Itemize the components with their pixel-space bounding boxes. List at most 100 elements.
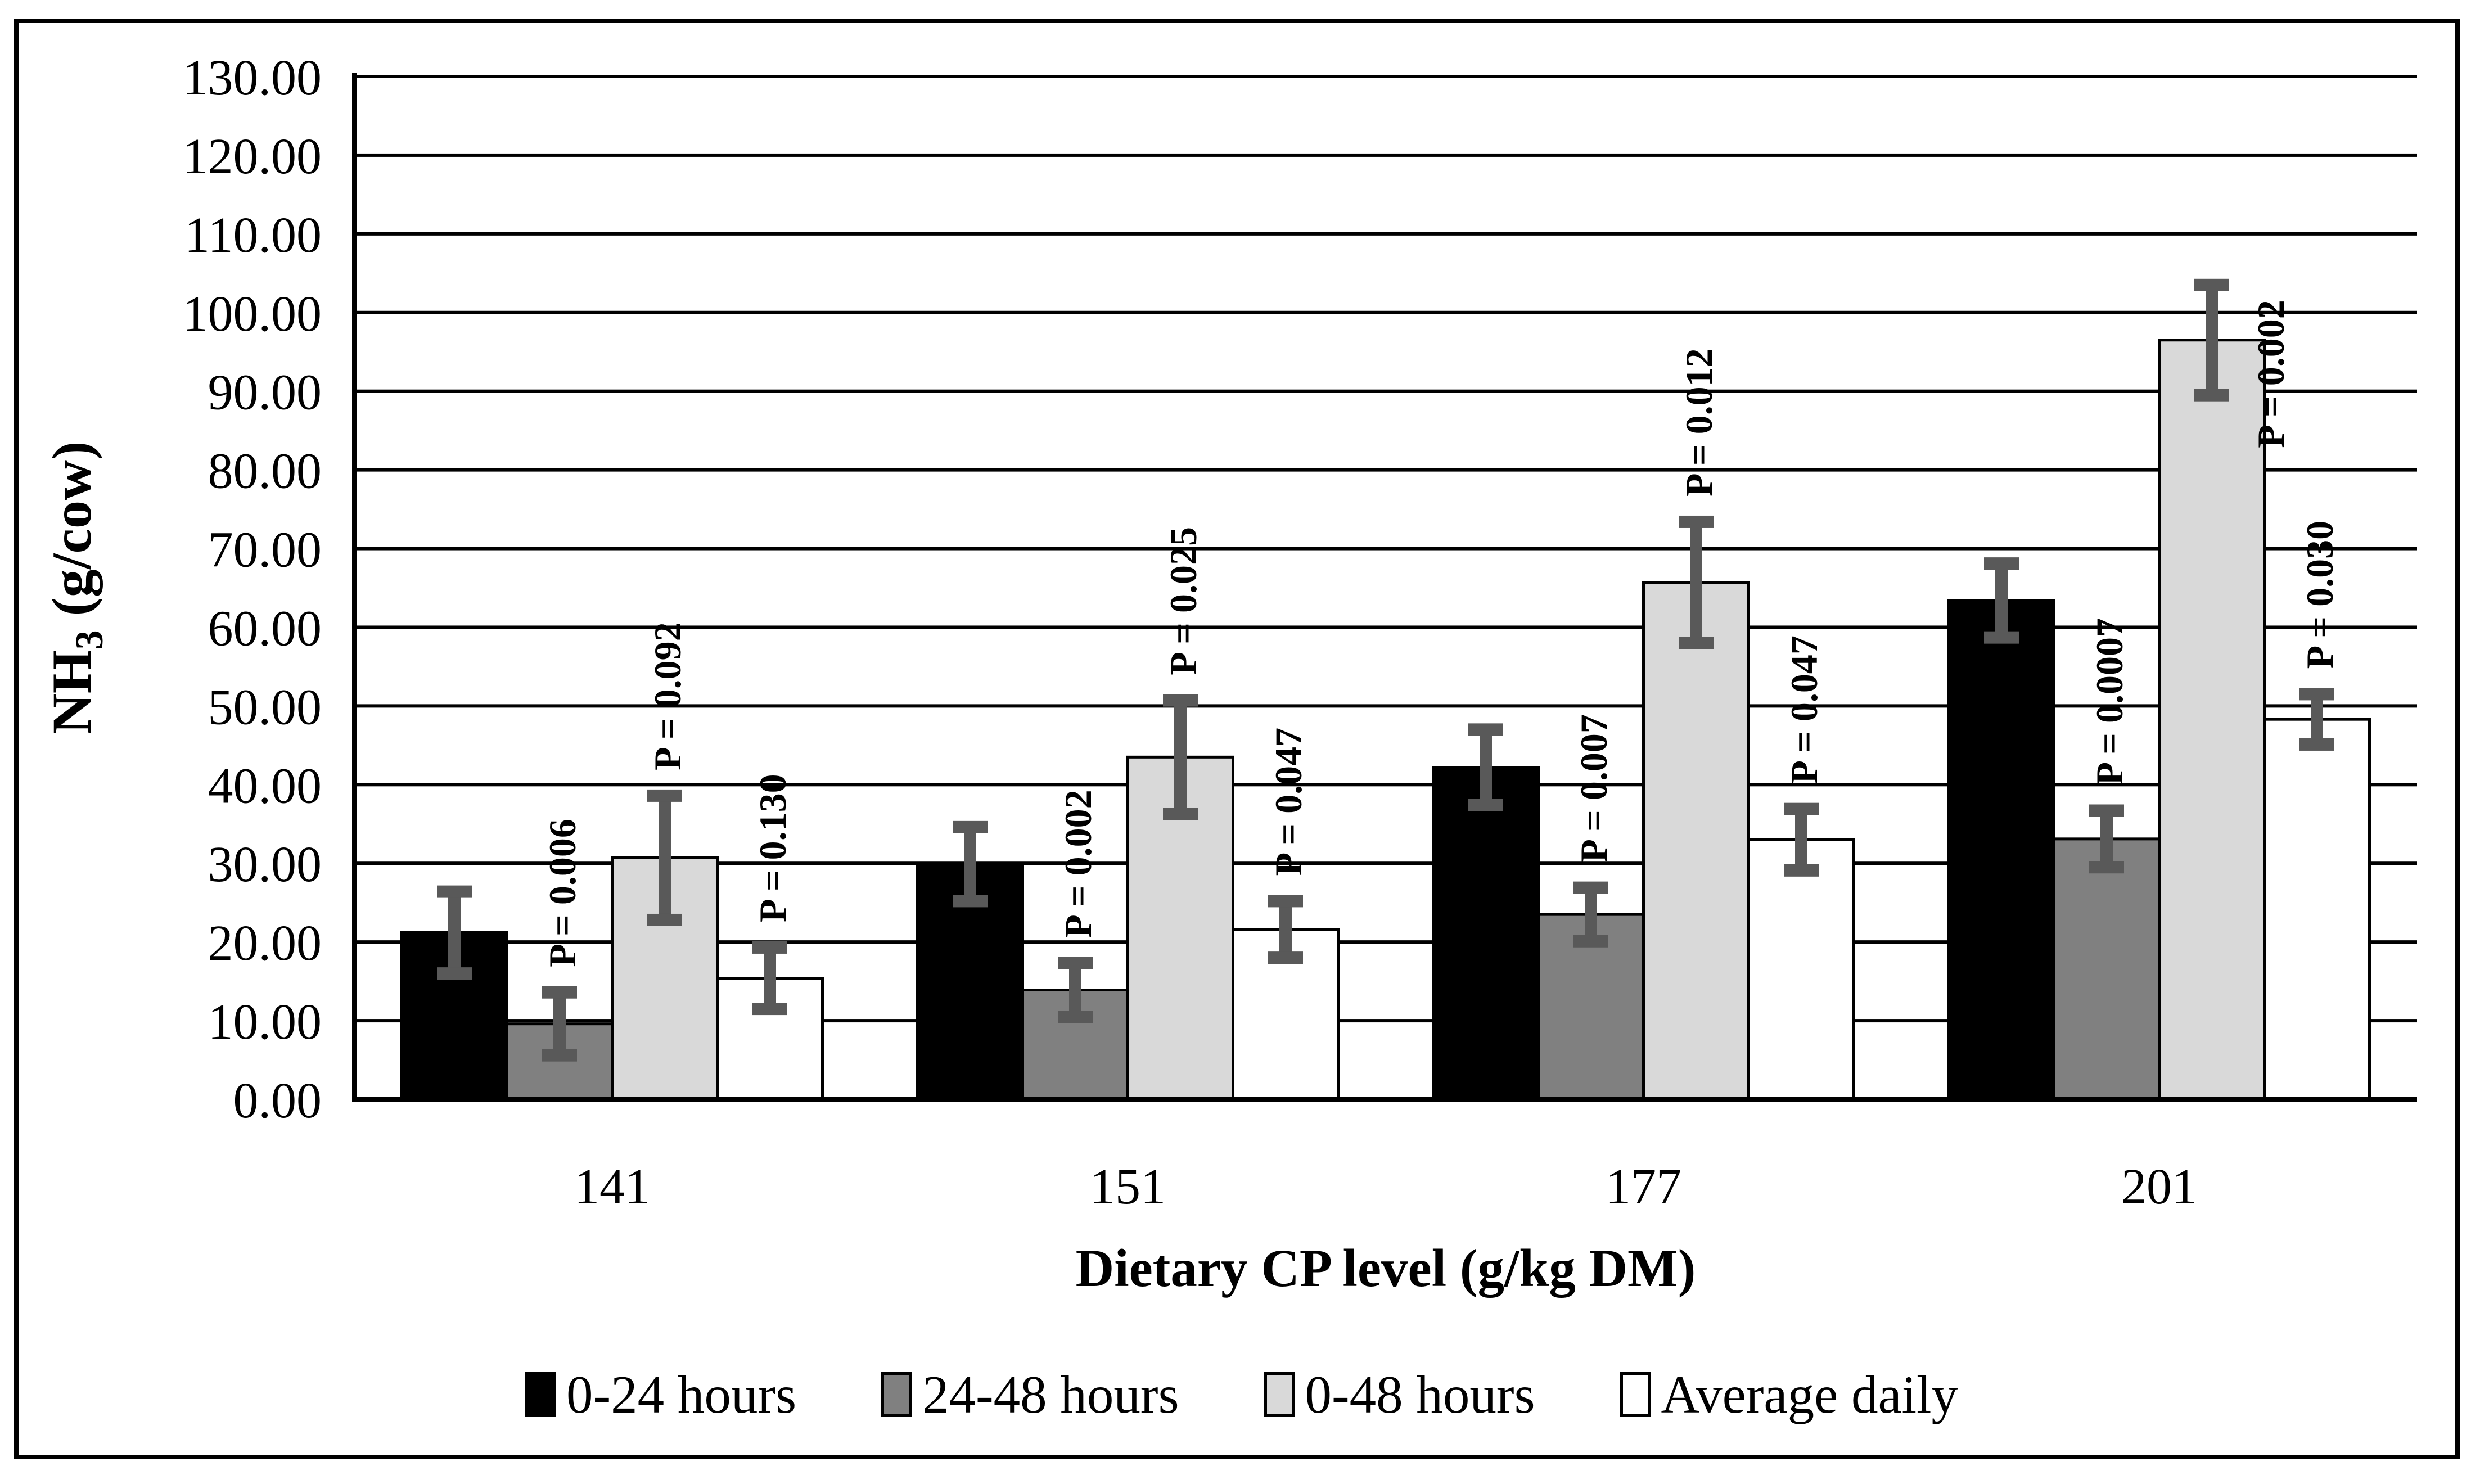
- error-cap-top-177-3: [1784, 802, 1819, 815]
- y-axis-title-pre: NH: [40, 649, 103, 734]
- p-value-label-151-2: P = 0.025: [1162, 527, 1205, 675]
- error-cap-bottom-151-3: [1268, 951, 1303, 964]
- y-tick-label-70.00: 70.00: [208, 522, 322, 578]
- error-cap-top-201-1: [2089, 804, 2124, 817]
- p-value-label-201-1: P = 0.0007: [2088, 618, 2131, 786]
- y-tick-label-50.00: 50.00: [208, 679, 322, 735]
- error-cap-top-201-3: [2299, 688, 2334, 701]
- y-tick-label-80.00: 80.00: [208, 444, 322, 499]
- gridline-80: [354, 468, 2417, 472]
- p-value-label-151-1: P = 0.002: [1057, 790, 1099, 938]
- y-axis-title: NH3 (g/cow): [39, 441, 112, 734]
- bar-average-daily-201: [2263, 718, 2371, 1101]
- error-bar-177-3: [1795, 809, 1807, 870]
- legend-item-average-daily: Average daily: [1619, 1364, 1958, 1426]
- error-cap-bottom-201-2: [2194, 389, 2229, 402]
- gridline-20: [354, 940, 2417, 944]
- gridline-10: [354, 1019, 2417, 1023]
- y-axis-title-sub: 3: [68, 630, 111, 650]
- y-tick-label-10.00: 10.00: [208, 994, 322, 1050]
- error-bar-201-0: [1995, 563, 2008, 638]
- gridline-70: [354, 547, 2417, 551]
- error-cap-bottom-151-0: [953, 895, 988, 908]
- y-axis-line: [352, 73, 357, 1102]
- error-cap-bottom-201-1: [2089, 861, 2124, 874]
- gridline-130: [354, 75, 2417, 78]
- y-tick-label-40.00: 40.00: [208, 758, 322, 814]
- error-cap-top-141-0: [437, 885, 472, 898]
- error-bar-177-2: [1690, 521, 1702, 643]
- error-cap-top-151-1: [1058, 957, 1093, 969]
- p-value-label-141-2: P = 0.092: [646, 622, 689, 770]
- error-cap-top-141-2: [647, 789, 682, 802]
- error-cap-top-201-2: [2194, 278, 2229, 291]
- y-tick-label-110.00: 110.00: [184, 208, 322, 263]
- gridline-100: [354, 310, 2417, 314]
- error-cap-top-177-2: [1679, 515, 1714, 528]
- gridline-90: [354, 389, 2417, 393]
- p-value-label-151-3: P = 0.047: [1267, 728, 1310, 876]
- error-bar-151-0: [964, 827, 976, 901]
- error-cap-bottom-201-0: [1984, 631, 2019, 644]
- y-tick-label-130.00: 130.00: [183, 50, 322, 106]
- x-axis-title: Dietary CP level (g/kg DM): [1075, 1238, 1696, 1298]
- p-value-label-177-1: P = 0.007: [1572, 714, 1615, 863]
- bar-0-24-hours-201: [1947, 599, 2055, 1101]
- error-bar-177-0: [1480, 729, 1492, 805]
- legend-item-0-48-hours: 0-48 hours: [1263, 1364, 1535, 1426]
- p-value-label-177-3: P = 0.047: [1783, 635, 1825, 784]
- error-cap-bottom-177-1: [1573, 935, 1608, 948]
- error-cap-bottom-177-3: [1784, 864, 1819, 877]
- error-bar-177-1: [1585, 887, 1597, 941]
- error-cap-bottom-141-0: [437, 967, 472, 980]
- y-tick-label-100.00: 100.00: [183, 286, 322, 342]
- gridline-40: [354, 783, 2417, 787]
- x-tick-label-141: 141: [574, 1159, 650, 1215]
- x-tick-label-151: 151: [1090, 1159, 1166, 1215]
- error-bar-151-1: [1069, 963, 1081, 1017]
- legend-swatch-icon: [881, 1372, 913, 1417]
- error-cap-bottom-151-1: [1058, 1011, 1093, 1023]
- error-bar-141-1: [553, 992, 566, 1056]
- error-cap-bottom-177-0: [1468, 799, 1503, 811]
- error-cap-bottom-141-3: [752, 1003, 787, 1016]
- y-tick-label-30.00: 30.00: [208, 837, 322, 892]
- gridline-30: [354, 861, 2417, 865]
- error-bar-141-2: [659, 795, 671, 920]
- bar-0-24-hours-177: [1432, 766, 1540, 1101]
- legend-label: 24-48 hours: [922, 1365, 1179, 1424]
- gridline-110: [354, 232, 2417, 236]
- legend-item-24-48-hours: 24-48 hours: [881, 1364, 1179, 1426]
- x-tick-label-201: 201: [2121, 1159, 2197, 1215]
- error-cap-bottom-141-1: [542, 1049, 577, 1062]
- x-axis-line: [354, 1097, 2417, 1102]
- legend-swatch-icon: [1263, 1372, 1295, 1417]
- error-bar-201-1: [2100, 810, 2113, 868]
- p-value-label-201-2: P = 0.002: [2249, 300, 2292, 448]
- y-tick-label-120.00: 120.00: [183, 129, 322, 184]
- bar-0-48-hours-201: [2158, 339, 2266, 1101]
- error-cap-top-141-1: [542, 986, 577, 999]
- legend-item-0-24-hours: 0-24 hours: [525, 1364, 796, 1426]
- p-value-label-141-1: P = 0.006: [541, 819, 584, 967]
- p-value-label-177-2: P = 0.012: [1678, 348, 1720, 497]
- error-cap-top-177-0: [1468, 723, 1503, 736]
- bar-24-48-hours-201: [2053, 837, 2161, 1101]
- error-bar-201-3: [2311, 694, 2323, 745]
- gridline-50: [354, 704, 2417, 708]
- error-cap-top-141-3: [752, 941, 787, 954]
- error-cap-top-177-1: [1573, 881, 1608, 894]
- error-bar-151-2: [1174, 700, 1187, 814]
- y-axis-title-post: (g/cow): [40, 441, 103, 630]
- legend-label: 0-24 hours: [566, 1365, 797, 1424]
- legend-swatch-icon: [1619, 1372, 1651, 1417]
- y-tick-label-0.00: 0.00: [233, 1073, 322, 1129]
- error-cap-bottom-177-2: [1679, 637, 1714, 649]
- chart-legend: 0-24 hours 24-48 hours 0-48 hours Average d…: [14, 1344, 2469, 1445]
- error-cap-bottom-141-2: [647, 913, 682, 926]
- y-tick-label-20.00: 20.00: [208, 915, 322, 971]
- error-bar-141-0: [448, 891, 461, 974]
- error-bar-141-3: [764, 947, 776, 1009]
- legend-label: Average daily: [1661, 1365, 1958, 1424]
